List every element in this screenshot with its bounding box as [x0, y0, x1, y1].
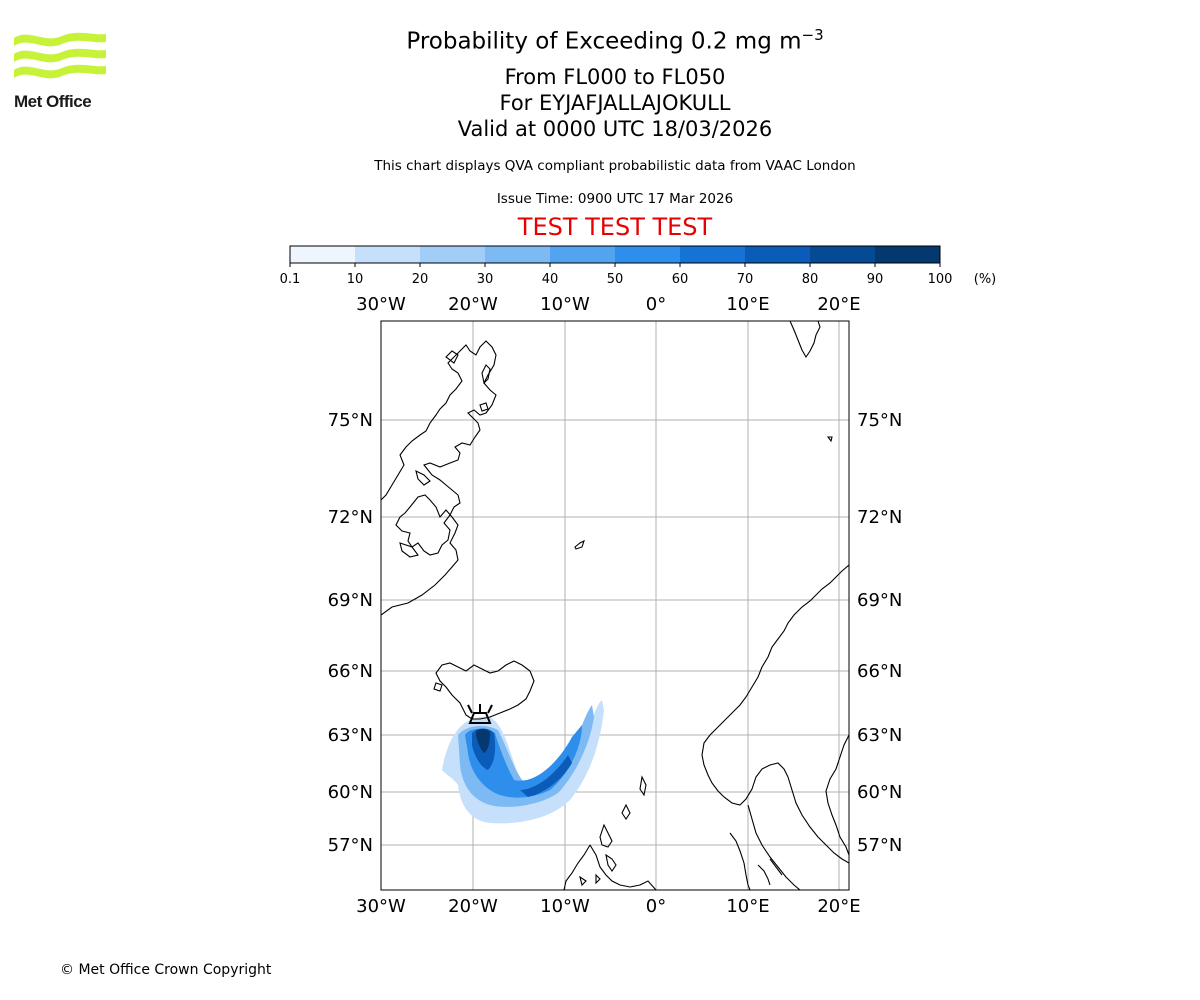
- lon-labels-bottom: 30°W 20°W 10°W 0° 10°E 20°E: [356, 896, 860, 917]
- colorbar-tick-label: 30: [477, 272, 494, 287]
- lon-label: 30°W: [356, 294, 406, 315]
- lon-label: 20°E: [817, 896, 860, 917]
- chart-title: Probability of Exceeding 0.2 mg m−3: [406, 26, 824, 55]
- colorbar-box: [875, 246, 941, 263]
- colorbar-box: [290, 246, 356, 263]
- colorbar-box: [355, 246, 421, 263]
- lat-label: 75°N: [328, 410, 373, 431]
- colorbar-tick-label: 90: [867, 272, 884, 287]
- test-banner: TEST TEST TEST: [517, 213, 713, 241]
- map-background: [381, 321, 849, 890]
- lat-label: 69°N: [328, 590, 373, 611]
- colorbar-tick-label: 60: [672, 272, 689, 287]
- lon-label: 20°E: [817, 294, 860, 315]
- colorbar-box: [745, 246, 811, 263]
- logo-text: Met Office: [14, 92, 92, 111]
- colorbar-tick-label: 40: [542, 272, 559, 287]
- map: 30°W 20°W 10°W 0° 10°E 20°E 30°W 20°W 10…: [328, 294, 903, 917]
- copyright: © Met Office Crown Copyright: [60, 962, 272, 978]
- lon-label: 0°: [646, 294, 666, 315]
- coastlines: [381, 321, 849, 890]
- lon-label: 0°: [646, 896, 666, 917]
- met-office-waves-icon: [14, 32, 106, 79]
- lon-label: 10°E: [726, 294, 769, 315]
- colorbar-tick-label: 0.1: [280, 272, 301, 287]
- lat-label: 72°N: [328, 507, 373, 528]
- colorbar-ticks: 0.1 10 20 30 40 50 60 70 80 90 100: [280, 263, 953, 287]
- lat-labels-right: 75°N 72°N 69°N 66°N 63°N 60°N 57°N: [857, 410, 902, 856]
- colorbar-box: [485, 246, 551, 263]
- met-office-logo: Met Office: [14, 30, 109, 112]
- lat-label: 66°N: [328, 661, 373, 682]
- lat-label: 60°N: [328, 782, 373, 803]
- colorbar-tick-label: 20: [412, 272, 429, 287]
- colorbar-unit: (%): [974, 272, 997, 287]
- lat-labels-left: 75°N 72°N 69°N 66°N 63°N 60°N 57°N: [328, 410, 373, 856]
- colorbar-tick-label: 80: [802, 272, 819, 287]
- ash-probability-plume: [442, 700, 604, 824]
- lon-label: 10°W: [540, 896, 590, 917]
- lat-label: 75°N: [857, 410, 902, 431]
- colorbar-box: [810, 246, 876, 263]
- chart-description: This chart displays QVA compliant probab…: [374, 158, 856, 174]
- colorbar-tick-label: 100: [928, 272, 953, 287]
- colorbar-box: [615, 246, 681, 263]
- colorbar-tick-label: 70: [737, 272, 754, 287]
- lat-label: 66°N: [857, 661, 902, 682]
- lon-label: 30°W: [356, 896, 406, 917]
- lon-label: 20°W: [448, 896, 498, 917]
- lon-label: 10°E: [726, 896, 769, 917]
- colorbar-tick-label: 50: [607, 272, 624, 287]
- map-frame: [380, 320, 850, 891]
- colorbar-box: [420, 246, 486, 263]
- lat-label: 57°N: [328, 835, 373, 856]
- colorbar: 0.1 10 20 30 40 50 60 70 80 90 100 (%): [280, 245, 997, 287]
- lat-label: 72°N: [857, 507, 902, 528]
- colorbar-tick-label: 10: [347, 272, 364, 287]
- volcano-name: For EYJAFJALLAJOKULL: [499, 91, 731, 115]
- colorbar-boxes: [290, 246, 941, 263]
- lon-label: 20°W: [448, 294, 498, 315]
- colorbar-box: [680, 246, 746, 263]
- issue-time: Issue Time: 0900 UTC 17 Mar 2026: [496, 191, 734, 207]
- flight-level-range: From FL000 to FL050: [504, 65, 726, 89]
- lat-label: 60°N: [857, 782, 902, 803]
- lat-label: 63°N: [328, 725, 373, 746]
- lon-labels-top: 30°W 20°W 10°W 0° 10°E 20°E: [356, 294, 860, 315]
- lat-label: 63°N: [857, 725, 902, 746]
- valid-time: Valid at 0000 UTC 18/03/2026: [457, 117, 773, 141]
- lon-label: 10°W: [540, 294, 590, 315]
- lat-label: 57°N: [857, 835, 902, 856]
- colorbar-box: [550, 246, 616, 263]
- lat-label: 69°N: [857, 590, 902, 611]
- volcano-icon: [467, 704, 493, 724]
